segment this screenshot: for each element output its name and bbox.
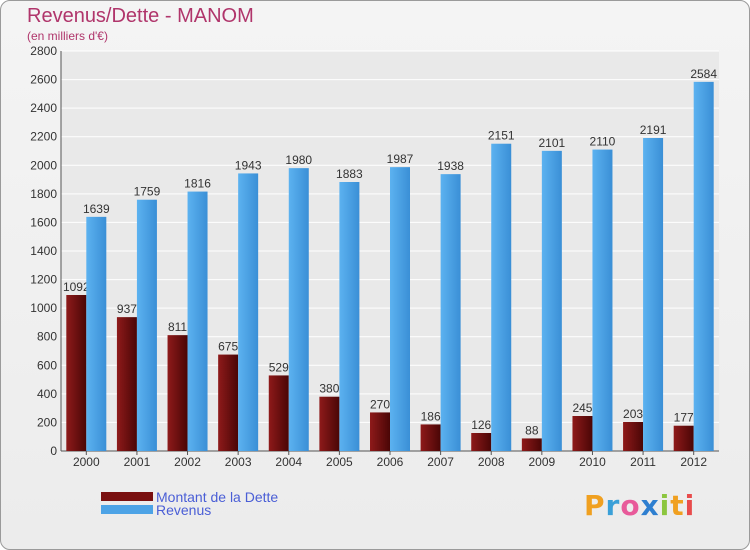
x-tick-label: 2000 <box>73 455 100 469</box>
bar-dette <box>66 295 87 451</box>
data-label-revenus: 2191 <box>640 123 667 137</box>
bar-revenus <box>491 143 512 451</box>
bar-revenus <box>288 168 309 451</box>
data-label-dette: 186 <box>421 409 441 423</box>
y-tick-label: 2600 <box>30 73 57 87</box>
x-tick-label: 2006 <box>377 455 404 469</box>
data-label-dette: 177 <box>674 411 694 425</box>
data-label-dette: 529 <box>269 360 289 374</box>
data-label-revenus: 2110 <box>590 135 616 149</box>
data-label-dette: 380 <box>319 382 339 396</box>
data-label-revenus: 2584 <box>690 67 717 81</box>
y-tick-label: 600 <box>37 358 57 372</box>
bar-revenus <box>592 149 613 452</box>
y-tick-label: 2000 <box>30 158 57 172</box>
y-tick-label: 2800 <box>30 44 57 58</box>
bar-revenus <box>238 173 259 451</box>
bar-revenus <box>86 216 107 451</box>
data-label-dette: 88 <box>525 423 539 437</box>
y-tick-label: 1800 <box>30 187 57 201</box>
y-tick-label: 0 <box>50 444 57 458</box>
chart-title: Revenus/Dette - MANOM <box>27 5 254 27</box>
bar-dette <box>673 425 694 451</box>
x-tick-label: 2012 <box>680 455 707 469</box>
x-tick-label: 2002 <box>174 455 201 469</box>
data-label-revenus: 1883 <box>336 167 363 181</box>
x-tick-label: 2004 <box>275 455 302 469</box>
data-label-revenus: 1980 <box>285 153 312 167</box>
x-tick-label: 2008 <box>478 455 505 469</box>
data-label-dette: 270 <box>370 397 390 411</box>
data-label-revenus: 1943 <box>235 158 262 172</box>
bar-dette <box>167 335 188 451</box>
y-tick-label: 400 <box>37 387 57 401</box>
data-label-revenus: 2151 <box>488 129 515 143</box>
y-tick-label: 200 <box>37 415 57 429</box>
legend-label-dette: Montant de la Dette <box>156 489 279 505</box>
bar-revenus <box>693 81 714 451</box>
y-tick-label: 1200 <box>30 273 57 287</box>
bar-revenus <box>136 199 157 451</box>
bar-dette <box>623 422 644 451</box>
bar-dette <box>572 416 593 451</box>
bar-revenus <box>440 174 461 451</box>
x-tick-label: 2010 <box>579 455 606 469</box>
bar-dette <box>521 438 542 451</box>
x-tick-label: 2003 <box>225 455 252 469</box>
logo-letter: i <box>659 489 671 522</box>
data-label-dette: 126 <box>471 418 491 432</box>
x-tick-label: 2011 <box>630 455 656 469</box>
bar-dette <box>370 412 390 451</box>
bar-dette <box>319 396 340 451</box>
data-label-revenus: 2101 <box>538 136 565 150</box>
bar-revenus <box>643 138 664 451</box>
logo-letter: r <box>605 489 621 522</box>
logo-letter: x <box>640 489 660 522</box>
proxiti-logo: Proxiti <box>584 489 695 522</box>
data-label-revenus: 1759 <box>134 185 161 199</box>
bar-dette <box>268 375 289 451</box>
data-label-dette: 203 <box>623 407 643 421</box>
bar-revenus <box>339 182 360 451</box>
data-label-dette: 245 <box>572 401 592 415</box>
data-label-dette: 811 <box>168 320 187 334</box>
logo-letter: P <box>584 489 606 522</box>
chart-subtitle: (en milliers d'€) <box>27 29 108 43</box>
x-tick-label: 2005 <box>326 455 353 469</box>
bar-dette <box>218 354 239 451</box>
bar-dette <box>471 433 492 451</box>
data-label-dette: 1092 <box>63 280 90 294</box>
y-tick-label: 1600 <box>30 215 57 229</box>
x-tick-label: 2009 <box>528 455 555 469</box>
y-tick-label: 1400 <box>30 244 57 258</box>
logo-letter: o <box>620 489 641 522</box>
legend-label-revenus: Revenus <box>156 502 212 518</box>
x-tick-label: 2007 <box>427 455 454 469</box>
data-label-revenus: 1938 <box>437 159 464 173</box>
logo-letter: t <box>670 489 685 522</box>
x-tick-label: 2001 <box>124 455 151 469</box>
y-tick-label: 1000 <box>30 301 57 315</box>
legend-swatch-revenus <box>101 505 153 514</box>
bar-revenus <box>390 167 410 451</box>
data-label-dette: 675 <box>218 340 238 354</box>
bar-dette <box>420 424 441 451</box>
bar-revenus <box>187 191 208 452</box>
data-label-dette: 937 <box>117 302 137 316</box>
data-label-revenus: 1639 <box>83 202 110 216</box>
y-tick-label: 2200 <box>30 130 57 144</box>
data-label-revenus: 1816 <box>184 177 211 191</box>
y-tick-label: 2400 <box>30 101 57 115</box>
logo-letter: i <box>684 489 696 522</box>
data-label-revenus: 1987 <box>387 152 414 166</box>
bar-dette <box>116 317 137 451</box>
y-tick-label: 800 <box>37 330 57 344</box>
legend-swatch-dette <box>101 492 153 501</box>
bar-revenus <box>541 150 562 451</box>
